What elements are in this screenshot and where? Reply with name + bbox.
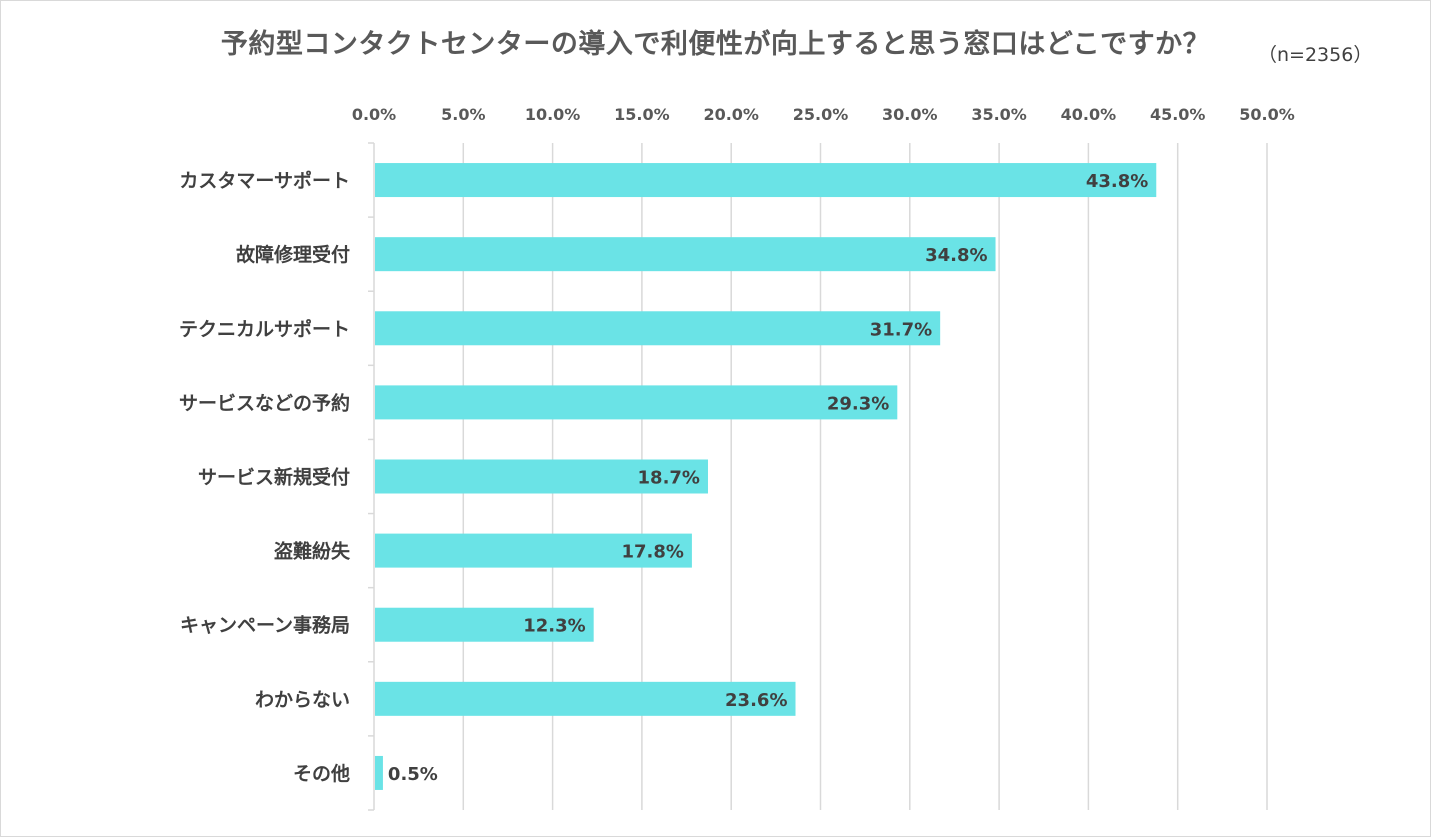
bar (375, 755, 383, 790)
x-tick-label: 35.0% (971, 105, 1027, 124)
data-label: 34.8% (925, 245, 987, 266)
category-label: サービスなどの予約 (179, 391, 350, 414)
category-label: カスタマーサポート (179, 169, 350, 192)
bar (375, 163, 1157, 198)
bar (375, 533, 692, 568)
bar (375, 385, 898, 420)
data-label: 18.7% (638, 468, 700, 489)
category-label: 盗難紛失 (274, 540, 351, 563)
x-tick-label: 30.0% (882, 105, 938, 124)
data-label: 29.3% (827, 393, 889, 414)
x-tick-label: 10.0% (525, 105, 581, 124)
x-tick-label: 40.0% (1061, 105, 1117, 124)
x-tick-label: 50.0% (1239, 105, 1295, 124)
x-tick-label: 5.0% (441, 105, 485, 124)
category-label: 故障修理受付 (236, 243, 350, 266)
category-label: その他 (293, 762, 350, 785)
data-label: 17.8% (621, 542, 683, 563)
category-label: サービス新規受付 (198, 466, 350, 489)
sample-size-label: （n=2356） (1258, 44, 1373, 66)
chart-title: 予約型コンタクトセンターの導入で利便性が向上すると思う窓口はどこですか？ (220, 29, 1211, 60)
data-label: 43.8% (1086, 171, 1148, 192)
category-label: テクニカルサポート (179, 317, 350, 340)
bar (375, 459, 708, 494)
bar (375, 311, 941, 346)
bar (375, 681, 796, 716)
bar (375, 237, 996, 272)
category-label: キャンペーン事務局 (180, 614, 350, 637)
x-tick-label: 45.0% (1150, 105, 1206, 124)
x-tick-label: 20.0% (703, 105, 759, 124)
x-tick-label: 0.0% (352, 105, 396, 124)
data-label: 31.7% (870, 319, 932, 340)
x-tick-label: 15.0% (614, 105, 670, 124)
data-label: 23.6% (725, 690, 787, 711)
x-tick-label: 25.0% (793, 105, 849, 124)
data-label: 12.3% (523, 616, 585, 637)
bar (375, 607, 594, 642)
category-label: わからない (255, 689, 350, 711)
data-label: 0.5% (388, 764, 438, 785)
